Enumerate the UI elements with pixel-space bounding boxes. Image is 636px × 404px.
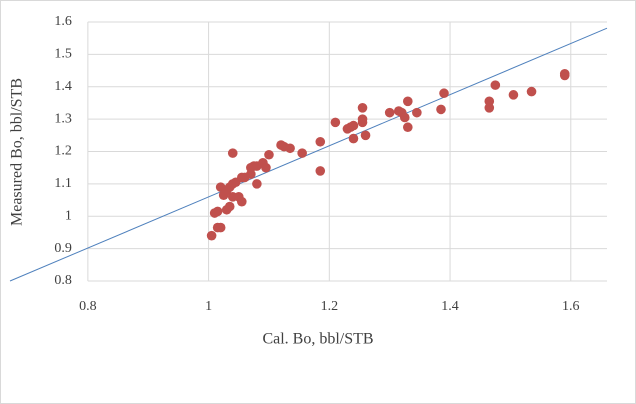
data-point: [212, 206, 223, 217]
data-point: [297, 148, 307, 158]
data-point: [357, 117, 368, 128]
x-tick-label: 1.4: [441, 299, 459, 314]
y-tick-label: 1.2: [54, 144, 72, 159]
data-point: [252, 179, 262, 189]
y-tick-label: 1.4: [54, 79, 72, 94]
data-point: [412, 107, 422, 118]
data-point: [215, 222, 226, 233]
data-point: [315, 136, 326, 147]
data-point: [357, 102, 368, 113]
y-tick-label: 0.9: [54, 241, 72, 256]
data-point: [484, 96, 495, 107]
x-axis-title: Cal. Bo, bbl/STB: [262, 331, 373, 348]
data-point: [227, 148, 238, 158]
data-point: [360, 130, 371, 141]
x-tick-label: 0.8: [79, 299, 97, 314]
data-point: [384, 107, 395, 118]
y-tick-label: 1.3: [54, 111, 72, 126]
data-point: [246, 169, 256, 179]
data-point: [261, 162, 271, 173]
data-point: [206, 230, 217, 241]
data-point: [559, 70, 570, 81]
y-tick-label: 1.1: [54, 176, 72, 191]
trend-line: [9, 27, 608, 282]
data-point: [285, 143, 295, 154]
data-point: [402, 96, 413, 107]
y-tick-label: 1.6: [54, 14, 72, 29]
data-point: [348, 133, 359, 144]
data-point: [315, 166, 326, 176]
data-point: [399, 112, 410, 123]
data-point: [224, 201, 235, 212]
data-point: [330, 117, 341, 128]
data-point: [236, 196, 247, 207]
data-point: [508, 90, 519, 100]
x-tick-label: 1.6: [562, 299, 580, 314]
y-tick-label: 0.8: [54, 273, 72, 288]
y-tick-label: 1: [65, 208, 72, 223]
data-point: [490, 80, 501, 90]
y-axis-title: Measured Bo, bbl/STB: [9, 78, 26, 226]
x-tick-label: 1: [205, 299, 212, 314]
data-point: [436, 104, 446, 115]
x-tick-label: 1.2: [321, 299, 339, 314]
data-point: [348, 120, 359, 131]
data-point: [526, 86, 537, 97]
data-point: [264, 149, 274, 160]
y-tick-label: 1.5: [54, 47, 72, 62]
data-point: [439, 88, 449, 99]
data-point: [402, 122, 413, 133]
